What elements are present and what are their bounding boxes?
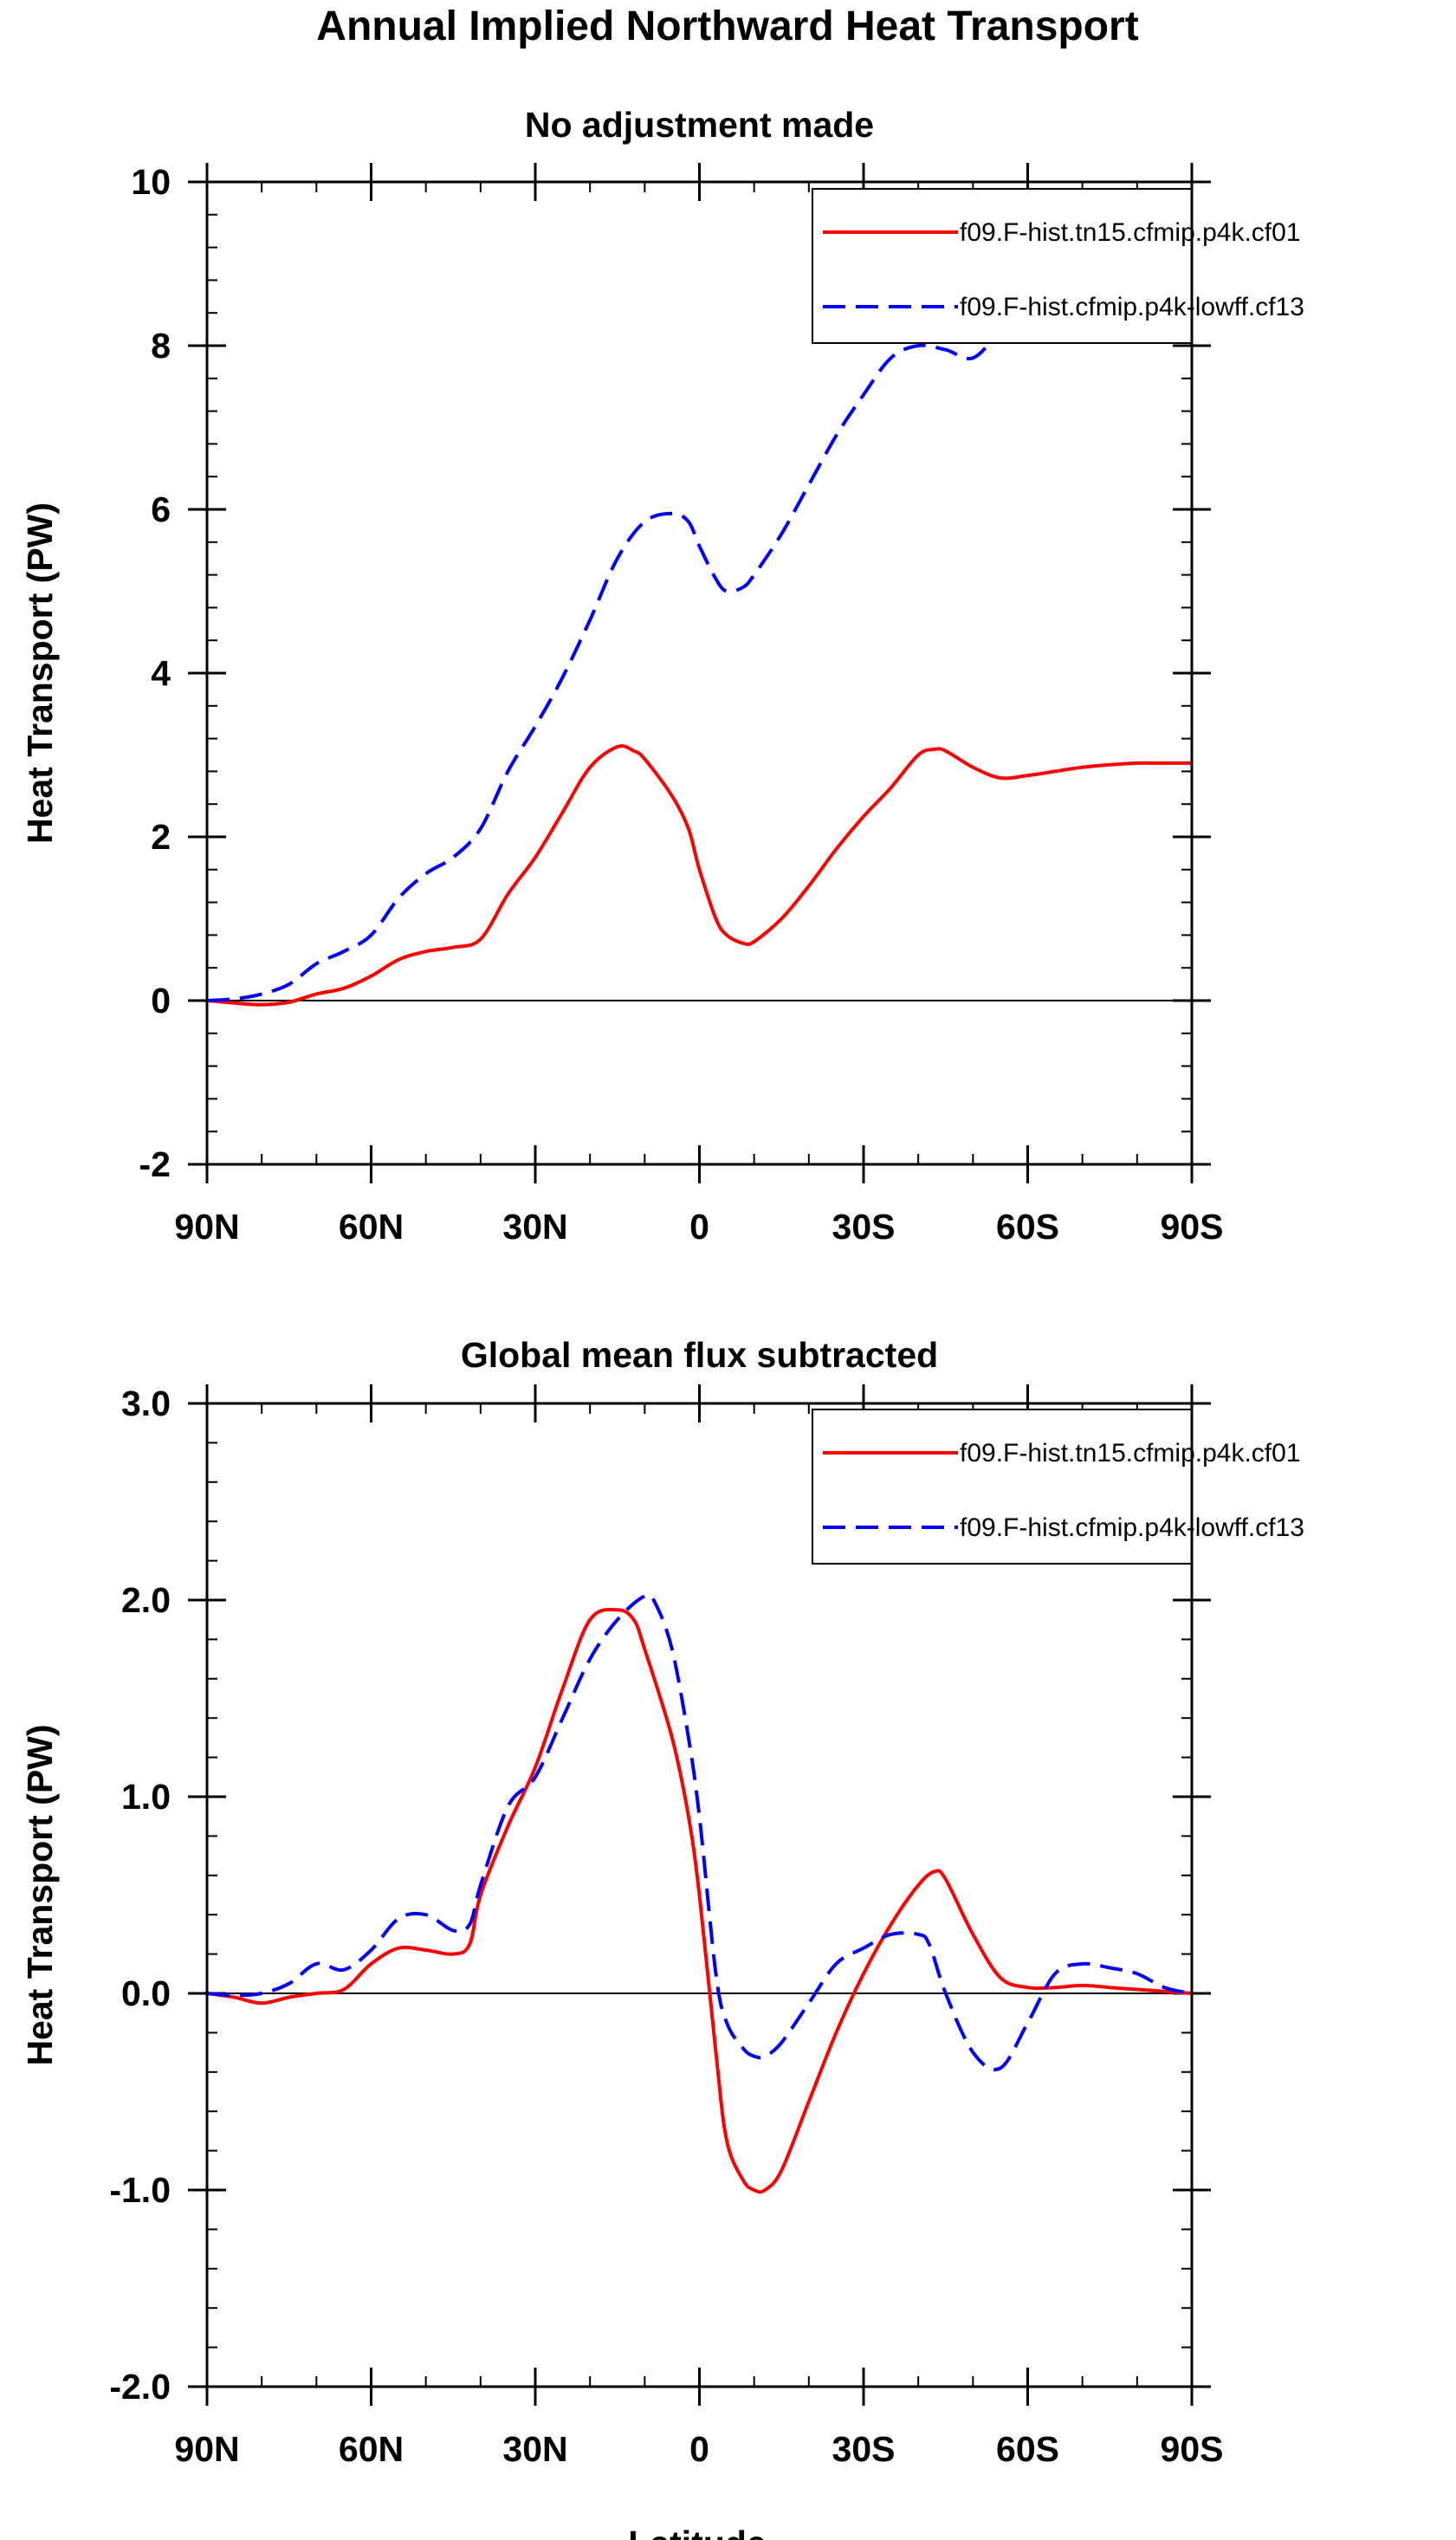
series-line-2 xyxy=(206,1593,1193,2071)
x-tick-label: 30S xyxy=(832,2429,896,2469)
legend-label-1: f09.F-hist.tn15.cfmip.p4k.cf01 xyxy=(960,1439,1301,1468)
y-tick-label: 4 xyxy=(151,653,171,693)
x-tick-label: 60N xyxy=(339,1207,404,1247)
chart-panel-2: Global mean flux subtracted Heat Transpor… xyxy=(20,1335,1304,2469)
x-tick-label: 60S xyxy=(996,1207,1059,1247)
x-tick-label: 60N xyxy=(339,2429,404,2469)
figure-title: Annual Implied Northward Heat Transport xyxy=(316,3,1138,49)
legend: f09.F-hist.tn15.cfmip.p4k.cf01 f09.F-hist… xyxy=(812,1409,1304,1565)
x-tick-label: 90N xyxy=(174,2429,239,2469)
x-tick-label: 90S xyxy=(1161,2429,1224,2469)
panel-title: Global mean flux subtracted xyxy=(461,1335,938,1375)
x-tick-label: 0 xyxy=(689,1207,709,1247)
legend-box xyxy=(812,1409,1193,1565)
plot-frame xyxy=(205,1402,1194,2388)
legend-label-2: f09.F-hist.cfmip.p4k-lowff.cf13 xyxy=(960,1513,1304,1542)
y-axis-label: Heat Transport (PW) xyxy=(20,502,60,844)
y-tick-label: -1.0 xyxy=(109,2170,171,2210)
x-tick-label: 90S xyxy=(1161,1207,1224,1247)
x-tick-label: 60S xyxy=(996,2429,1059,2469)
y-tick-label: 1.0 xyxy=(121,1777,171,1817)
y-tick-label: 2 xyxy=(151,817,171,857)
series-line-2 xyxy=(206,252,1192,1002)
series-line-1 xyxy=(206,744,1192,1007)
series-line-1 xyxy=(206,1607,1193,2194)
y-tick-label: 0.0 xyxy=(121,1973,171,2013)
figure-x-axis-label: Latitude xyxy=(628,2524,766,2540)
chart-panel-1: No adjustment made Heat Transport (PW) -2 0… xyxy=(20,105,1304,1247)
legend-label-1: f09.F-hist.tn15.cfmip.p4k.cf01 xyxy=(960,218,1301,247)
y-tick-label: -2 xyxy=(139,1144,171,1184)
y-tick-label: 8 xyxy=(151,326,171,366)
x-tick-label: 30N xyxy=(502,1207,567,1247)
panel-title: No adjustment made xyxy=(525,105,874,145)
x-tick-label: 0 xyxy=(689,2429,709,2469)
y-tick-label: 3.0 xyxy=(121,1383,171,1423)
plot-frame xyxy=(205,180,1194,1166)
x-tick-label: 30S xyxy=(832,1207,896,1247)
y-tick-label: 6 xyxy=(151,489,171,529)
y-tick-label: 10 xyxy=(131,162,171,202)
chart-panels: No adjustment made Heat Transport (PW) -2 0… xyxy=(20,105,1304,2469)
y-tick-label: 2.0 xyxy=(121,1580,171,1620)
y-axis-label: Heat Transport (PW) xyxy=(20,1724,60,2065)
legend-label-2: f09.F-hist.cfmip.p4k-lowff.cf13 xyxy=(960,293,1304,321)
x-tick-label: 30N xyxy=(502,2429,567,2469)
x-tick-label: 90N xyxy=(174,1207,239,1247)
legend: f09.F-hist.tn15.cfmip.p4k.cf01 f09.F-hist… xyxy=(812,188,1304,344)
y-tick-label: -2.0 xyxy=(109,2367,171,2407)
y-tick-label: 0 xyxy=(151,981,171,1021)
